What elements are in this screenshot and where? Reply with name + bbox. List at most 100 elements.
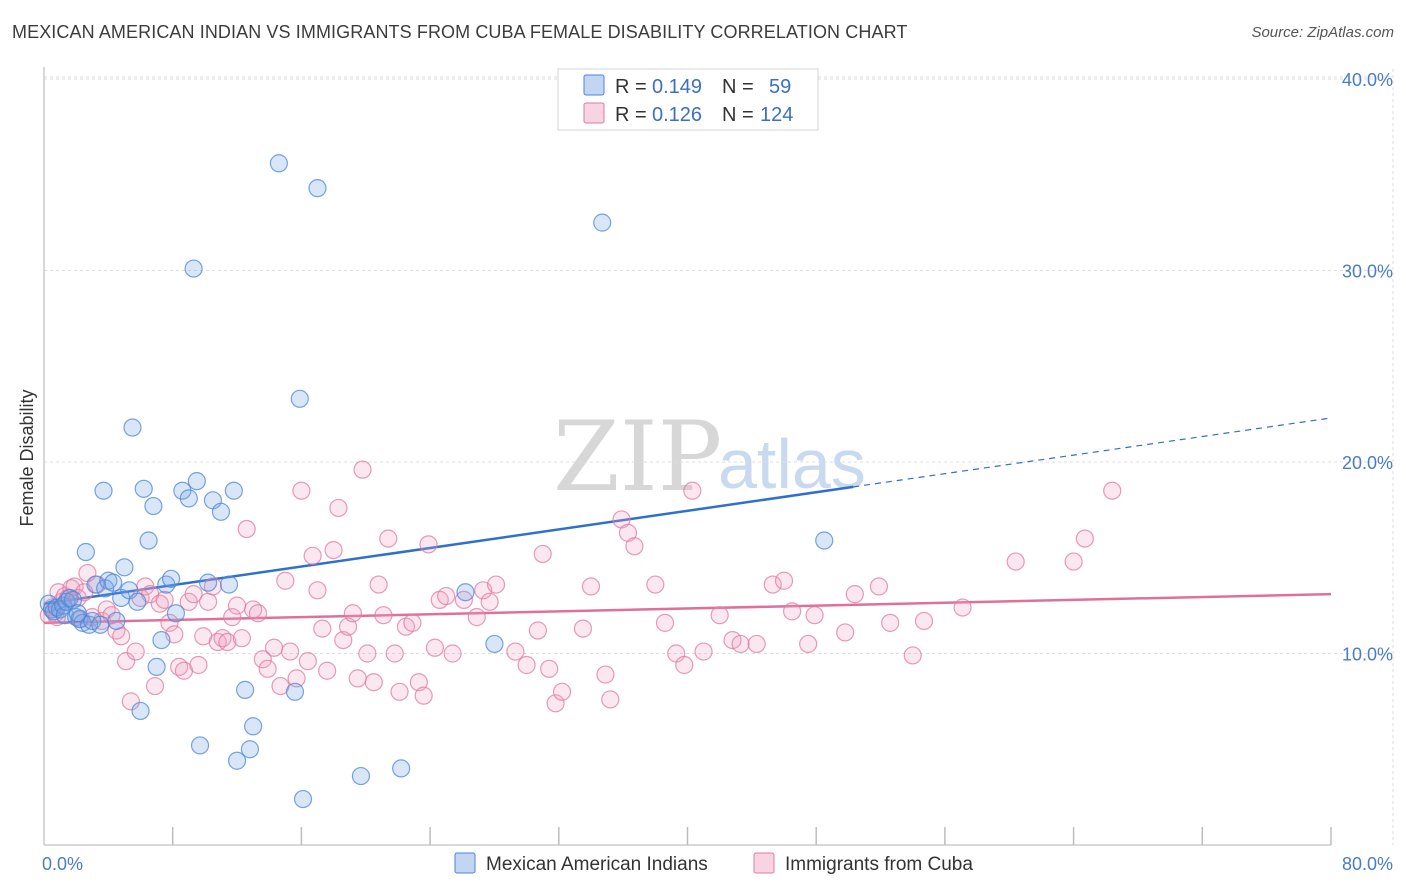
point-immigrants-from-cuba	[184, 585, 203, 604]
point-immigrants-from-cuba	[454, 590, 473, 609]
series-legend-swatch-pink	[753, 852, 775, 874]
watermark-zip: ZIP	[553, 401, 722, 513]
y-tick-label: 10.0%	[1342, 645, 1393, 665]
legend-n-value-0: 59	[769, 76, 791, 98]
legend-r-value-1: 0.126	[652, 104, 702, 126]
point-mexican-american-indians	[269, 154, 288, 173]
point-immigrants-from-cuba	[540, 659, 559, 678]
watermark-atlas: atlas	[718, 425, 866, 503]
point-immigrants-from-cuba	[581, 577, 601, 596]
point-mexican-american-indians	[123, 418, 142, 437]
point-immigrants-from-cuba	[253, 650, 272, 669]
point-immigrants-from-cuba	[517, 655, 536, 675]
point-mexican-american-indians	[224, 481, 243, 500]
point-immigrants-from-cuba	[364, 673, 383, 692]
point-immigrants-from-cuba	[369, 575, 388, 594]
axes	[43, 67, 1332, 846]
point-immigrants-from-cuba	[379, 529, 398, 548]
point-immigrants-from-cuba	[443, 644, 462, 663]
point-mexican-american-indians	[157, 575, 176, 594]
trend-line-blue	[43, 485, 854, 605]
point-immigrants-from-cuba	[223, 608, 242, 627]
point-mexican-american-indians	[60, 588, 79, 608]
point-immigrants-from-cuba	[348, 669, 367, 688]
point-immigrants-from-cuba	[112, 627, 131, 646]
trend-lines	[43, 417, 1332, 625]
point-mexican-american-indians	[244, 717, 263, 736]
point-immigrants-from-cuba	[506, 642, 525, 661]
point-immigrants-from-cuba	[334, 630, 353, 650]
point-immigrants-from-cuba	[65, 577, 84, 596]
point-mexican-american-indians	[593, 213, 612, 232]
point-immigrants-from-cuba	[731, 634, 750, 654]
point-mexican-american-indians	[456, 583, 475, 602]
point-mexican-american-indians	[190, 736, 210, 755]
chart-title: MEXICAN AMERICAN INDIAN VS IMMIGRANTS FR…	[12, 22, 908, 42]
point-immigrants-from-cuba	[903, 646, 922, 665]
point-immigrants-from-cuba	[546, 694, 565, 713]
point-immigrants-from-cuba	[1075, 529, 1094, 548]
point-mexican-american-indians	[240, 740, 260, 759]
point-mexican-american-indians	[392, 759, 411, 778]
point-immigrants-from-cuba	[414, 686, 433, 705]
point-mexican-american-indians	[198, 573, 218, 592]
point-immigrants-from-cuba	[308, 581, 327, 600]
point-immigrants-from-cuba	[836, 623, 855, 642]
point-immigrants-from-cuba	[189, 655, 208, 675]
point-immigrants-from-cuba	[486, 575, 506, 594]
point-mexican-american-indians	[107, 611, 126, 631]
point-immigrants-from-cuba	[276, 571, 295, 590]
point-immigrants-from-cuba	[425, 638, 445, 657]
point-immigrants-from-cuba	[869, 577, 889, 596]
point-immigrants-from-cuba	[298, 652, 317, 671]
trend-line-blue-extension	[853, 417, 1332, 488]
point-immigrants-from-cuba	[1064, 552, 1083, 571]
point-immigrants-from-cuba	[324, 540, 343, 560]
point-immigrants-from-cuba	[403, 613, 422, 632]
point-mexican-american-indians	[285, 682, 305, 701]
point-immigrants-from-cuba	[116, 652, 136, 671]
point-immigrants-from-cuba	[292, 481, 311, 500]
point-immigrants-from-cuba	[467, 608, 486, 627]
point-immigrants-from-cuba	[419, 535, 438, 554]
point-immigrants-from-cuba	[264, 638, 284, 657]
point-immigrants-from-cuba	[763, 575, 782, 594]
point-mexican-american-indians	[115, 558, 134, 577]
point-mexican-american-indians	[134, 479, 153, 498]
point-immigrants-from-cuba	[353, 460, 372, 479]
point-immigrants-from-cuba	[287, 669, 306, 688]
legend-swatch-blue	[583, 74, 605, 96]
legend-r-value-0: 0.149	[652, 76, 702, 98]
point-immigrants-from-cuba	[329, 498, 348, 518]
series-legend-label-pink: Immigrants from Cuba	[785, 854, 973, 875]
source-credit: Source: ZipAtlas.com	[1251, 24, 1394, 41]
point-immigrants-from-cuba	[303, 546, 322, 565]
series-legend-label-blue: Mexican American Indians	[486, 854, 708, 875]
legend-n-value-1: 124	[760, 104, 793, 126]
legend-n-label-1: N =	[722, 104, 754, 126]
point-immigrants-from-cuba	[390, 682, 409, 701]
point-immigrants-from-cuba	[774, 571, 794, 590]
point-mexican-american-indians	[139, 531, 158, 550]
point-immigrants-from-cuba	[655, 613, 675, 632]
point-immigrants-from-cuba	[533, 544, 552, 564]
y-tick-label: 20.0%	[1342, 453, 1393, 473]
legend-swatch-pink	[583, 102, 605, 124]
point-immigrants-from-cuba	[601, 690, 620, 709]
point-immigrants-from-cuba	[385, 644, 404, 663]
x-tick-labels: 0.0% 80.0%	[42, 854, 1393, 874]
point-mexican-american-indians	[128, 592, 147, 611]
point-mexican-american-indians	[161, 569, 181, 588]
stats-legend: R = 0.149 N = 59 R = 0.126 N = 124	[557, 68, 819, 131]
point-immigrants-from-cuba	[358, 644, 377, 663]
y-axis-title: Female Disability	[17, 389, 37, 526]
trend-line-pink	[43, 592, 1332, 625]
y-tick-labels: 10.0% 20.0% 30.0% 40.0%	[1342, 70, 1393, 665]
point-immigrants-from-cuba	[343, 604, 362, 623]
point-immigrants-from-cuba	[409, 673, 428, 692]
series-legend-swatch-blue	[454, 852, 476, 874]
point-immigrants-from-cuba	[805, 606, 824, 625]
x-tick-label: 80.0%	[1342, 854, 1393, 874]
point-mexican-american-indians	[293, 789, 313, 809]
point-mexican-american-indians	[290, 389, 309, 408]
